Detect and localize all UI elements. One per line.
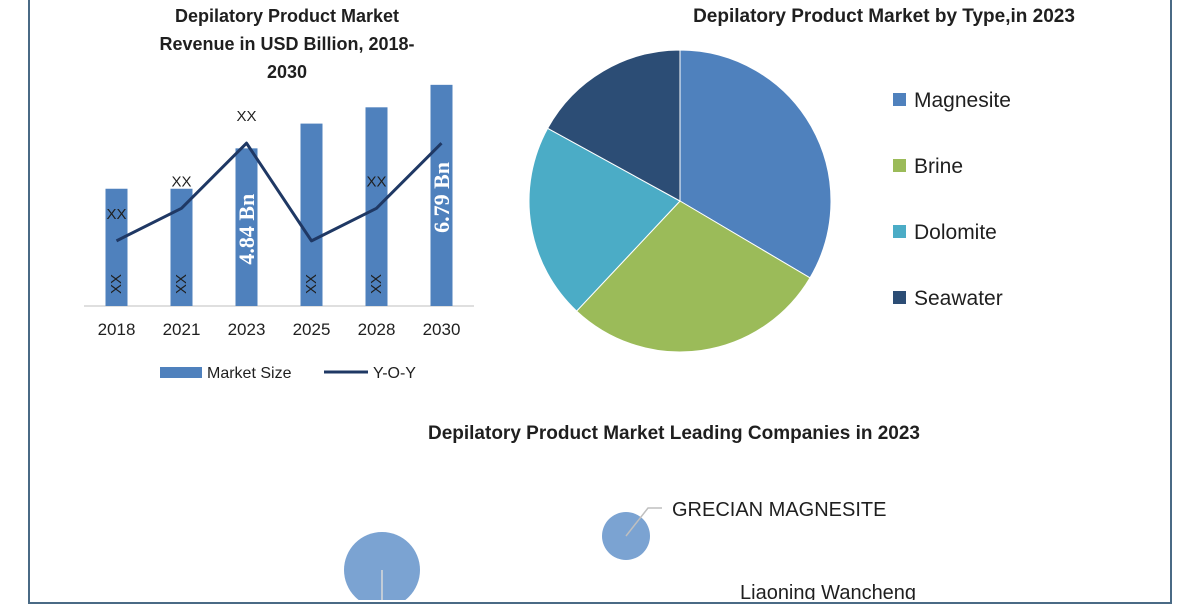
legend-swatch-market-size — [160, 367, 202, 378]
pie-chart-plot — [528, 49, 832, 353]
x-tick-2018: 2018 — [98, 320, 136, 339]
x-tick-2021: 2021 — [163, 320, 201, 339]
x-tick-2030: 2030 — [423, 320, 461, 339]
bubble-chart-title: Depilatory Product Market Leading Compan… — [428, 423, 920, 444]
legend-label-yoy: Y-O-Y — [373, 365, 416, 382]
legend-label-market-size: Market Size — [207, 365, 292, 382]
yoy-label-2021: XX — [171, 173, 191, 190]
bar-2030 — [430, 84, 453, 306]
bubble-0 — [344, 532, 420, 600]
bubble-label-grecian-magnesite: GRECIAN MAGNESITE — [672, 499, 886, 521]
bar-2023 — [235, 148, 258, 306]
pie-legend-swatch-magnesite — [893, 93, 906, 106]
pie-slice-brine — [575, 200, 811, 353]
pie-legend-swatch-dolomite — [893, 225, 906, 238]
pie-slice-magnesite — [679, 49, 832, 279]
bubble-label-liaoning-wancheng: Liaoning Wancheng — [740, 582, 916, 600]
bar-chart-title-line-1: Depilatory Product Market — [175, 6, 399, 26]
pie-chart-title: Depilatory Product Market by Type,in 202… — [693, 6, 1075, 27]
pie-legend-label-dolomite: Dolomite — [914, 221, 997, 244]
yoy-label-2023: XX — [236, 108, 256, 125]
pie-chart-legend: Magnesite Brine Dolomite Seawater — [893, 89, 1011, 310]
bar-label-2023: 4.84 Bn — [234, 194, 259, 265]
pie-legend-swatch-seawater — [893, 291, 906, 304]
yoy-line — [115, 141, 443, 243]
pie-legend-label-seawater: Seawater — [914, 287, 1003, 310]
bar-2018 — [105, 188, 128, 306]
bar-chart-title-line-2: Revenue in USD Billion, 2018- — [159, 34, 414, 54]
pie-slice-dolomite — [528, 127, 681, 312]
bar-label-2028: XX — [368, 274, 385, 294]
x-tick-2028: 2028 — [358, 320, 396, 339]
bar-label-2018: XX — [108, 274, 125, 294]
pie-legend-label-brine: Brine — [914, 155, 963, 178]
pie-slice-seawater — [546, 49, 681, 202]
x-tick-2025: 2025 — [293, 320, 331, 339]
bar-label-2021: XX — [173, 274, 190, 294]
bubble-leader-1 — [625, 507, 662, 537]
bar-label-2025: XX — [303, 274, 320, 294]
bar-2025 — [300, 123, 323, 306]
pie-legend-label-magnesite: Magnesite — [914, 89, 1011, 112]
x-tick-2023: 2023 — [228, 320, 266, 339]
bar-chart-title-line-3: 2030 — [267, 62, 307, 82]
yoy-label-2028: XX — [366, 173, 386, 190]
bar-label-2030: 6.79 Bn — [429, 162, 454, 233]
bar-chart-plot: 2018 XX 2021 XX 2023 4.84 Bn 2025 XX 2028 XX 2030 6… — [84, 84, 474, 339]
bubble-chart-plot: GRECIAN MAGNESITE Liaoning Wancheng — [344, 499, 916, 600]
yoy-label-2018: XX — [106, 206, 126, 223]
bar-2021 — [170, 188, 193, 306]
pie-legend-swatch-brine — [893, 159, 906, 172]
